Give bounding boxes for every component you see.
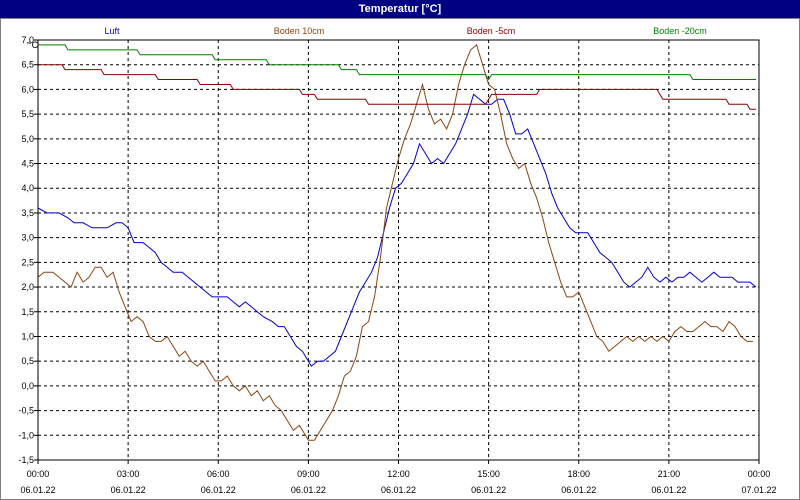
y-tick-label: 3,0: [21, 233, 34, 243]
series-lines: [37, 44, 757, 441]
y-tick-label: 6,5: [21, 60, 34, 70]
y-tick-label: 5,0: [21, 134, 34, 144]
x-tick-date: 06.01.22: [111, 485, 146, 495]
grid: [34, 39, 760, 464]
x-tick-date: 06.01.22: [381, 485, 416, 495]
y-tick-label: 3,5: [21, 208, 34, 218]
x-tick-time: 18:00: [567, 469, 590, 479]
plot-border: [37, 39, 760, 461]
x-tick-date: 06.01.22: [201, 485, 236, 495]
x-tick-time: 00:00: [748, 469, 771, 479]
y-tick-label: 0,0: [21, 381, 34, 391]
x-tick-time: 06:00: [207, 469, 230, 479]
x-tick-date: 06.01.22: [651, 485, 686, 495]
y-tick-label: -1,5: [18, 455, 34, 465]
y-tick-label: 4,0: [21, 183, 34, 193]
series-line: [38, 44, 756, 81]
x-tick-time: 09:00: [297, 469, 320, 479]
x-tick-time: 21:00: [658, 469, 681, 479]
x-tick-labels: 00:00 06.01.22 03:00 06.01.22 06:00 06.01.22 0…: [20, 469, 776, 495]
y-tick-label: 5,5: [21, 109, 34, 119]
x-tick-date: 06.01.22: [471, 485, 506, 495]
y-tick-label: 1,5: [21, 307, 34, 317]
legend: Luft Boden 10cm Boden -5cm Boden -20cm: [104, 26, 706, 36]
legend-entry: Boden -20cm: [653, 26, 707, 36]
x-tick-date: 06.01.22: [561, 485, 596, 495]
legend-entry: Boden -5cm: [467, 26, 516, 36]
legend-entry: Luft: [104, 26, 120, 36]
x-tick-date: 06.01.22: [20, 485, 55, 495]
x-tick-time: 15:00: [477, 469, 500, 479]
x-tick-time: 12:00: [387, 469, 410, 479]
y-tick-label: -1,0: [18, 430, 34, 440]
series-line: [37, 93, 757, 367]
y-tick-label: 6,0: [21, 84, 34, 94]
y-tick-labels: 7,0 6,5 6,0 5,5 5,0 4,5 4,0 3,5 3,0 2,5 2,0 1,5 1,0 0…: [18, 35, 34, 465]
legend-entry: Boden 10cm: [274, 26, 325, 36]
y-tick-label: 7,0: [21, 35, 34, 45]
y-tick-label: -0,5: [18, 406, 34, 416]
y-tick-label: 1,0: [21, 331, 34, 341]
y-axis-label: °C: [28, 40, 39, 50]
chart-title: Temperatur [°C]: [0, 0, 800, 18]
x-tick-time: 00:00: [27, 469, 50, 479]
series-line: [38, 64, 756, 110]
y-tick-label: 4,5: [21, 159, 34, 169]
y-tick-label: 0,5: [21, 356, 34, 366]
y-tick-label: 2,0: [21, 282, 34, 292]
series-line: [37, 44, 753, 441]
x-tick-date: 07.01.22: [741, 485, 776, 495]
x-tick-date: 06.01.22: [291, 485, 326, 495]
x-tick-time: 03:00: [117, 469, 140, 479]
y-tick-label: 2,5: [21, 257, 34, 267]
